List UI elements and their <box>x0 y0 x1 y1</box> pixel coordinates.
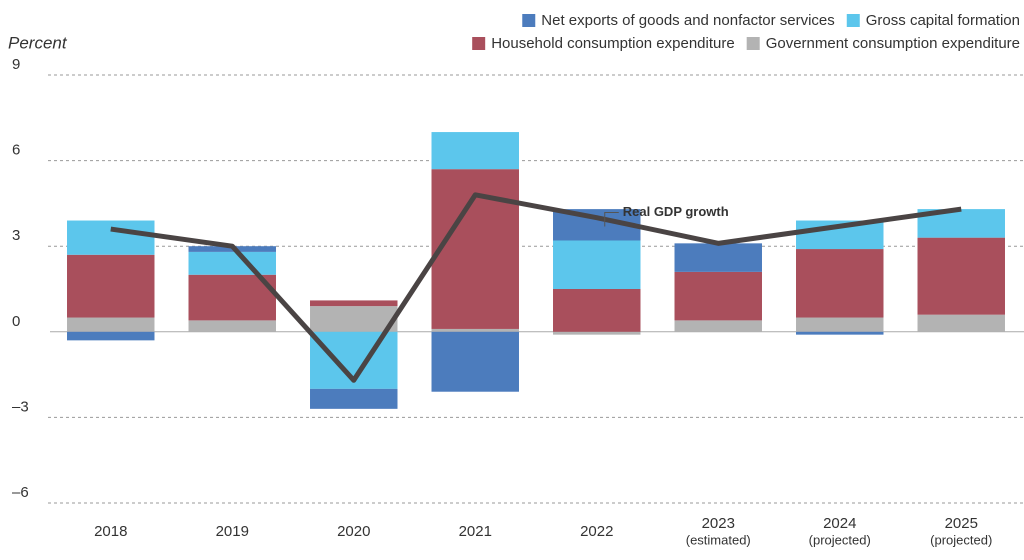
bar-segment <box>553 331 641 335</box>
y-tick-label: 0 <box>12 313 20 330</box>
bar-segment <box>310 300 398 307</box>
x-tick-label: 2019 <box>216 523 249 540</box>
legend-label: Net exports of goods and nonfactor servi… <box>541 12 835 29</box>
y-tick-label: 3 <box>12 227 20 244</box>
x-tick-label: 2018 <box>94 523 127 540</box>
bar-segment <box>310 306 398 332</box>
y-tick-label: –6 <box>12 484 29 501</box>
bar-segment <box>431 331 519 392</box>
bar-segment <box>431 328 519 332</box>
y-tick-label: 9 <box>12 56 20 73</box>
bar-segment <box>431 132 519 170</box>
bar-segment <box>67 254 155 318</box>
bar-segment <box>67 331 155 341</box>
bar-segment <box>67 317 155 332</box>
y-axis-label: Percent <box>8 33 68 52</box>
x-tick-sublabel: (projected) <box>930 532 992 547</box>
bar-segment <box>796 249 884 318</box>
line <box>110 192 962 383</box>
x-tick-sublabel: (estimated) <box>686 532 751 547</box>
x-tick-label: 2024 <box>823 515 856 532</box>
bar-segment <box>188 251 276 275</box>
legend-label: Government consumption expenditure <box>766 35 1020 52</box>
bar-segment <box>553 289 641 332</box>
y-tick-label: 6 <box>12 142 20 159</box>
legend-swatch <box>846 14 860 27</box>
bar-segment <box>674 243 762 272</box>
bar-segment <box>310 388 398 409</box>
bar-segment <box>674 271 762 321</box>
x-tick-label: 2025 <box>945 515 978 532</box>
bar-segment <box>917 314 1005 332</box>
x-tick-label: 2023 <box>702 515 735 532</box>
bar-segment <box>917 237 1005 315</box>
bar-segment <box>796 331 884 335</box>
line-label: Real GDP growth <box>623 204 729 219</box>
y-tick-label: –3 <box>12 398 29 415</box>
x-tick-label: 2021 <box>459 523 492 540</box>
bar-segment <box>553 240 641 289</box>
bar-segment <box>188 320 276 332</box>
legend-label: Household consumption expenditure <box>491 35 735 52</box>
x-tick-label: 2022 <box>580 523 613 540</box>
bar-segment <box>796 317 884 332</box>
legend-swatch <box>472 37 486 50</box>
x-tick-label: 2020 <box>337 523 370 540</box>
legend-label: Gross capital formation <box>866 12 1020 29</box>
bar-segment <box>67 220 155 255</box>
x-tick-sublabel: (projected) <box>809 532 871 547</box>
legend-swatch <box>522 14 536 27</box>
legend-swatch <box>746 37 760 50</box>
bar-segment <box>674 320 762 332</box>
bar-segment <box>188 274 276 321</box>
annotation-leader <box>604 212 619 227</box>
